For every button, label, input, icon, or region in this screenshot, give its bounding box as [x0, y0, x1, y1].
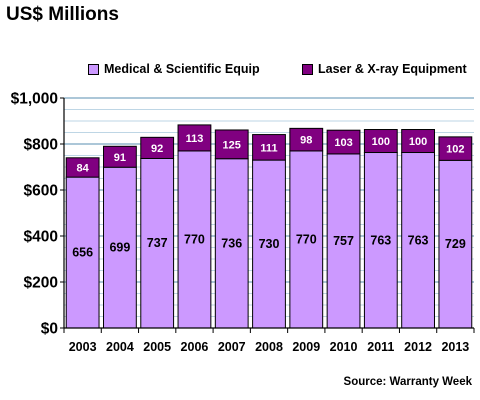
bar-medical: [65, 176, 100, 329]
legend-swatch-laser: [302, 63, 313, 75]
bar-laser: [177, 124, 212, 152]
bar-medical: [363, 152, 398, 329]
data-label-laser: 92: [151, 143, 163, 155]
bar-medical: [214, 158, 249, 329]
data-label-medical: 656: [72, 246, 93, 260]
x-tick-label: 2007: [218, 340, 246, 354]
data-label-medical: 763: [408, 233, 429, 247]
x-tick-label: 2009: [292, 340, 320, 354]
y-tick-label: $400: [24, 229, 58, 246]
legend-item-medical: Medical & Scientific Equip: [88, 62, 260, 76]
x-tick-label: 2012: [404, 340, 432, 354]
bar-laser: [252, 134, 286, 161]
y-tick-label: $800: [24, 137, 58, 154]
data-label-medical: 699: [109, 241, 130, 255]
x-tick-label: 2010: [330, 340, 358, 354]
bar-laser: [103, 145, 137, 168]
data-label-laser: 91: [114, 152, 126, 164]
bar-laser: [438, 136, 473, 161]
bar-medical: [103, 166, 137, 329]
x-tick-label: 2013: [441, 340, 469, 354]
data-label-medical: 763: [370, 233, 391, 247]
data-label-medical: 757: [333, 234, 354, 248]
data-label-laser: 103: [334, 137, 352, 149]
data-label-laser: 102: [446, 144, 464, 156]
legend-item-laser: Laser & X-ray Equipment: [302, 62, 467, 76]
data-labels: 656 84 699 91 737 92 770 113 736 125 730 111 770 98 75…: [72, 133, 466, 260]
bar-laser: [214, 129, 249, 160]
bar-medical: [438, 159, 473, 329]
data-label-laser: 125: [223, 139, 241, 151]
bar-medical: [140, 157, 175, 329]
chart-title: US$ Millions: [6, 4, 119, 25]
bar-medical: [177, 150, 212, 329]
data-label-laser: 100: [372, 136, 390, 148]
data-label-medical: 770: [296, 232, 317, 246]
y-tick-label: $1,000: [11, 91, 58, 108]
bar-medical: [401, 152, 435, 329]
data-label-laser: 100: [409, 136, 427, 148]
x-tick-label: 2006: [181, 340, 209, 354]
bar-laser: [140, 136, 175, 159]
data-label-laser: 98: [300, 135, 312, 147]
legend: Medical & Scientific Equip Laser & X-ray…: [0, 62, 480, 80]
data-label-medical: 730: [259, 237, 280, 251]
data-label-medical: 729: [445, 237, 466, 251]
x-tick-label: 2004: [106, 340, 134, 354]
legend-label-medical: Medical & Scientific Equip: [104, 62, 260, 76]
source-note: Source: Warranty Week: [343, 376, 472, 388]
y-tick-label: $600: [24, 183, 58, 200]
bar-laser: [289, 127, 324, 152]
data-label-medical: 737: [147, 236, 168, 250]
data-label-laser: 84: [77, 162, 90, 174]
data-label-laser: 111: [260, 142, 277, 154]
bar-medical: [252, 159, 286, 329]
data-label-medical: 770: [184, 232, 205, 246]
data-label-medical: 736: [221, 236, 242, 250]
x-tick-label: 2011: [367, 340, 394, 354]
legend-swatch-medical: [88, 63, 99, 75]
x-tick-label: 2003: [69, 340, 97, 354]
bar-medical: [289, 150, 324, 329]
bar-laser: [326, 129, 361, 155]
y-tick-label: $200: [24, 275, 58, 292]
bars: [65, 124, 473, 329]
legend-label-laser: Laser & X-ray Equipment: [318, 62, 467, 76]
bar-laser: [401, 129, 435, 154]
bar-laser: [65, 157, 100, 178]
bar-laser: [363, 129, 398, 154]
y-tick-label: $0: [41, 321, 58, 338]
data-label-laser: 113: [186, 133, 204, 145]
x-tick-label: 2005: [143, 340, 171, 354]
axes: 2003 2004 2005 2006 2007 2008 2009 2010 2011 2012…: [11, 91, 475, 354]
x-tick-label: 2008: [255, 340, 283, 354]
